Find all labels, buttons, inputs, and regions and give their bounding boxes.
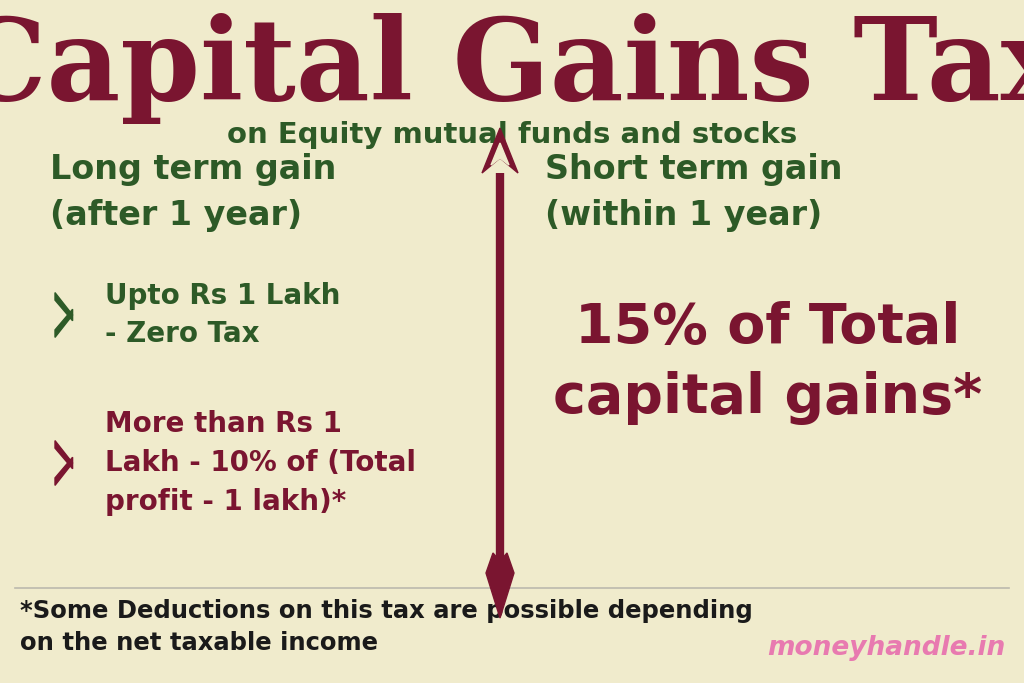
Polygon shape [490,143,509,165]
Polygon shape [55,457,73,486]
Text: Upto Rs 1 Lakh
- Zero Tax: Upto Rs 1 Lakh - Zero Tax [105,281,340,348]
Polygon shape [55,309,73,337]
Polygon shape [55,441,73,469]
Text: 15% of Total
capital gains*: 15% of Total capital gains* [553,301,983,426]
Text: Long term gain
(after 1 year): Long term gain (after 1 year) [50,154,336,232]
Text: Short term gain
(within 1 year): Short term gain (within 1 year) [545,154,843,232]
Text: *Some Deductions on this tax are possible depending: *Some Deductions on this tax are possibl… [20,599,753,623]
Polygon shape [482,128,518,173]
Polygon shape [486,553,514,618]
Polygon shape [55,292,73,321]
Text: on the net taxable income: on the net taxable income [20,631,378,655]
Text: More than Rs 1
Lakh - 10% of (Total
profit - 1 lakh)*: More than Rs 1 Lakh - 10% of (Total prof… [105,410,416,516]
Text: on Equity mutual funds and stocks: on Equity mutual funds and stocks [227,121,797,149]
Text: moneyhandle.in: moneyhandle.in [767,635,1005,661]
Text: Capital Gains Tax: Capital Gains Tax [0,12,1024,124]
